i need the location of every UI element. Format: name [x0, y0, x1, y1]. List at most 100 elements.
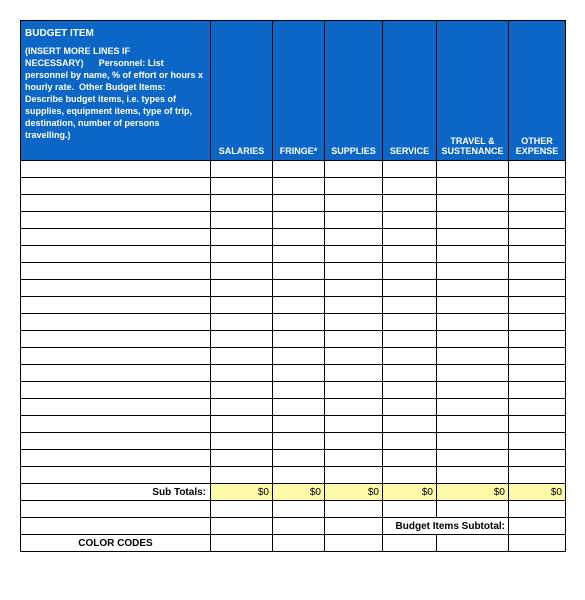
data-cell[interactable]: [211, 433, 273, 450]
data-cell[interactable]: [273, 195, 325, 212]
data-cell[interactable]: [21, 161, 211, 178]
data-cell[interactable]: [21, 195, 211, 212]
data-cell[interactable]: [211, 348, 273, 365]
data-cell[interactable]: [383, 433, 437, 450]
data-cell[interactable]: [325, 246, 383, 263]
data-cell[interactable]: [21, 433, 211, 450]
data-cell[interactable]: [383, 365, 437, 382]
data-cell[interactable]: [273, 280, 325, 297]
data-cell[interactable]: [437, 399, 509, 416]
data-cell[interactable]: [273, 229, 325, 246]
data-cell[interactable]: [437, 433, 509, 450]
data-cell[interactable]: [383, 263, 437, 280]
data-cell[interactable]: [325, 467, 383, 484]
data-cell[interactable]: [509, 246, 566, 263]
data-cell[interactable]: [437, 212, 509, 229]
data-cell[interactable]: [325, 212, 383, 229]
data-cell[interactable]: [509, 433, 566, 450]
data-cell[interactable]: [509, 450, 566, 467]
data-cell[interactable]: [273, 467, 325, 484]
data-cell[interactable]: [21, 246, 211, 263]
data-cell[interactable]: [273, 263, 325, 280]
data-cell[interactable]: [325, 382, 383, 399]
data-cell[interactable]: [383, 195, 437, 212]
data-cell[interactable]: [509, 331, 566, 348]
data-cell[interactable]: [273, 331, 325, 348]
data-cell[interactable]: [437, 297, 509, 314]
data-cell[interactable]: [383, 399, 437, 416]
data-cell[interactable]: [21, 178, 211, 195]
data-cell[interactable]: [211, 280, 273, 297]
data-cell[interactable]: [437, 195, 509, 212]
data-cell[interactable]: [383, 450, 437, 467]
data-cell[interactable]: [325, 195, 383, 212]
data-cell[interactable]: [325, 433, 383, 450]
data-cell[interactable]: [509, 195, 566, 212]
data-cell[interactable]: [211, 229, 273, 246]
data-cell[interactable]: [211, 161, 273, 178]
data-cell[interactable]: [21, 212, 211, 229]
data-cell[interactable]: [325, 331, 383, 348]
data-cell[interactable]: [509, 178, 566, 195]
data-cell[interactable]: [273, 382, 325, 399]
data-cell[interactable]: [437, 246, 509, 263]
data-cell[interactable]: [273, 399, 325, 416]
data-cell[interactable]: [509, 212, 566, 229]
data-cell[interactable]: [21, 348, 211, 365]
data-cell[interactable]: [383, 382, 437, 399]
data-cell[interactable]: [437, 382, 509, 399]
data-cell[interactable]: [509, 297, 566, 314]
data-cell[interactable]: [437, 314, 509, 331]
data-cell[interactable]: [21, 331, 211, 348]
data-cell[interactable]: [211, 263, 273, 280]
data-cell[interactable]: [273, 314, 325, 331]
data-cell[interactable]: [325, 348, 383, 365]
data-cell[interactable]: [509, 229, 566, 246]
data-cell[interactable]: [509, 348, 566, 365]
data-cell[interactable]: [509, 314, 566, 331]
data-cell[interactable]: [437, 161, 509, 178]
data-cell[interactable]: [211, 382, 273, 399]
data-cell[interactable]: [437, 263, 509, 280]
data-cell[interactable]: [509, 263, 566, 280]
data-cell[interactable]: [21, 229, 211, 246]
data-cell[interactable]: [325, 161, 383, 178]
data-cell[interactable]: [325, 416, 383, 433]
data-cell[interactable]: [325, 229, 383, 246]
data-cell[interactable]: [21, 297, 211, 314]
data-cell[interactable]: [273, 433, 325, 450]
data-cell[interactable]: [325, 280, 383, 297]
data-cell[interactable]: [21, 280, 211, 297]
data-cell[interactable]: [437, 450, 509, 467]
data-cell[interactable]: [273, 212, 325, 229]
data-cell[interactable]: [437, 348, 509, 365]
data-cell[interactable]: [383, 331, 437, 348]
data-cell[interactable]: [21, 416, 211, 433]
data-cell[interactable]: [383, 229, 437, 246]
data-cell[interactable]: [383, 348, 437, 365]
data-cell[interactable]: [21, 399, 211, 416]
data-cell[interactable]: [21, 314, 211, 331]
data-cell[interactable]: [437, 178, 509, 195]
data-cell[interactable]: [437, 331, 509, 348]
data-cell[interactable]: [21, 365, 211, 382]
data-cell[interactable]: [509, 467, 566, 484]
data-cell[interactable]: [325, 297, 383, 314]
data-cell[interactable]: [273, 365, 325, 382]
data-cell[interactable]: [383, 314, 437, 331]
data-cell[interactable]: [21, 450, 211, 467]
data-cell[interactable]: [383, 161, 437, 178]
data-cell[interactable]: [383, 212, 437, 229]
data-cell[interactable]: [211, 467, 273, 484]
data-cell[interactable]: [273, 246, 325, 263]
data-cell[interactable]: [509, 161, 566, 178]
data-cell[interactable]: [437, 229, 509, 246]
data-cell[interactable]: [211, 399, 273, 416]
data-cell[interactable]: [211, 450, 273, 467]
data-cell[interactable]: [325, 314, 383, 331]
data-cell[interactable]: [21, 263, 211, 280]
data-cell[interactable]: [509, 365, 566, 382]
data-cell[interactable]: [21, 382, 211, 399]
data-cell[interactable]: [325, 263, 383, 280]
data-cell[interactable]: [325, 399, 383, 416]
